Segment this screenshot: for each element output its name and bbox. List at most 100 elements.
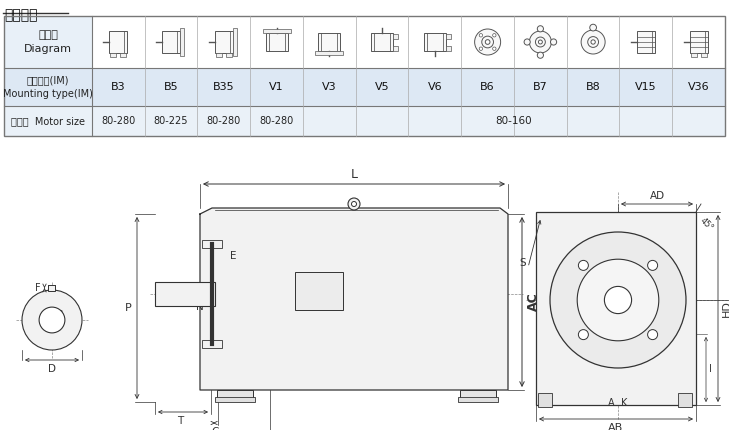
Circle shape [348,198,360,210]
Text: B8: B8 [585,82,601,92]
Bar [678,393,692,407]
Text: C: C [211,427,219,430]
Bar [393,34,398,39]
Bar [226,53,232,57]
Bar [690,53,697,57]
Bar [4,68,725,106]
Bar [262,29,291,33]
Bar [4,16,725,136]
Bar [110,53,117,57]
Bar [216,53,222,57]
Text: V1: V1 [269,82,284,92]
Bar [637,31,655,53]
Circle shape [479,47,483,50]
Text: HD: HD [722,300,729,317]
Text: V36: V36 [688,82,709,92]
Bar [295,272,343,310]
Text: 80-280: 80-280 [101,116,136,126]
Circle shape [590,24,596,31]
Text: 80-225: 80-225 [154,116,188,126]
Text: F: F [35,283,41,293]
Bar [458,397,498,402]
Bar [120,53,126,57]
Bar [446,46,451,50]
Bar [233,28,237,56]
Circle shape [482,36,494,48]
Circle shape [479,34,483,37]
Text: 安装型式(IM)
Mounting type(IM): 安装型式(IM) Mounting type(IM) [3,75,93,99]
Bar [536,212,696,405]
Circle shape [535,37,545,47]
Text: P: P [125,303,132,313]
Bar [202,240,222,248]
Circle shape [550,232,686,368]
Circle shape [578,261,588,270]
Circle shape [493,34,496,37]
Bar [538,393,552,407]
Circle shape [591,40,596,44]
Text: V5: V5 [375,82,389,92]
Text: G: G [55,310,63,320]
Text: AD: AD [650,191,665,201]
Circle shape [493,47,496,50]
Text: V3: V3 [322,82,337,92]
Circle shape [39,307,65,333]
Circle shape [524,39,530,45]
Text: 安装型式: 安装型式 [4,8,37,22]
Circle shape [647,330,658,340]
Bar [319,33,340,51]
Text: B35: B35 [213,82,235,92]
Text: 示意图
Diagram: 示意图 Diagram [24,30,72,55]
Text: B5: B5 [164,82,179,92]
Bar [215,397,255,402]
Circle shape [588,37,599,47]
Circle shape [537,26,543,32]
Text: 80-280: 80-280 [207,116,241,126]
Text: M: M [588,295,597,305]
Circle shape [647,261,658,270]
Circle shape [537,52,543,58]
Circle shape [550,39,557,45]
Bar [4,106,725,136]
Circle shape [475,29,501,55]
Circle shape [604,286,631,313]
Text: I: I [709,365,712,375]
Text: 80-160: 80-160 [496,116,532,126]
Polygon shape [200,208,508,390]
Text: B6: B6 [480,82,495,92]
Bar [424,33,446,51]
Text: N: N [196,302,204,312]
Text: B3: B3 [111,82,125,92]
Text: T: T [177,416,184,426]
Bar [690,31,708,53]
Text: V15: V15 [635,82,657,92]
Bar [155,282,215,306]
Bar [215,31,233,53]
Bar [4,16,92,136]
Text: B7: B7 [533,82,547,92]
Text: D: D [48,364,56,374]
Bar [446,34,451,39]
Text: L: L [351,168,357,181]
Bar [371,33,393,51]
Text: AC: AC [527,293,540,311]
Bar [162,31,180,53]
Text: 机座号  Motor size: 机座号 Motor size [11,116,85,126]
Bar [316,51,343,55]
Bar [180,28,184,56]
Bar [701,53,706,57]
Circle shape [486,40,490,44]
Text: AB: AB [609,423,623,430]
Circle shape [529,31,551,53]
Text: K: K [621,398,628,408]
Bar [202,340,222,348]
Bar [49,285,55,291]
Text: A: A [609,398,615,408]
Text: E: E [230,251,236,261]
Circle shape [577,259,659,341]
Bar [109,31,128,53]
Circle shape [581,30,605,54]
Bar [393,46,398,50]
Bar [4,16,725,136]
Text: S: S [519,258,526,267]
